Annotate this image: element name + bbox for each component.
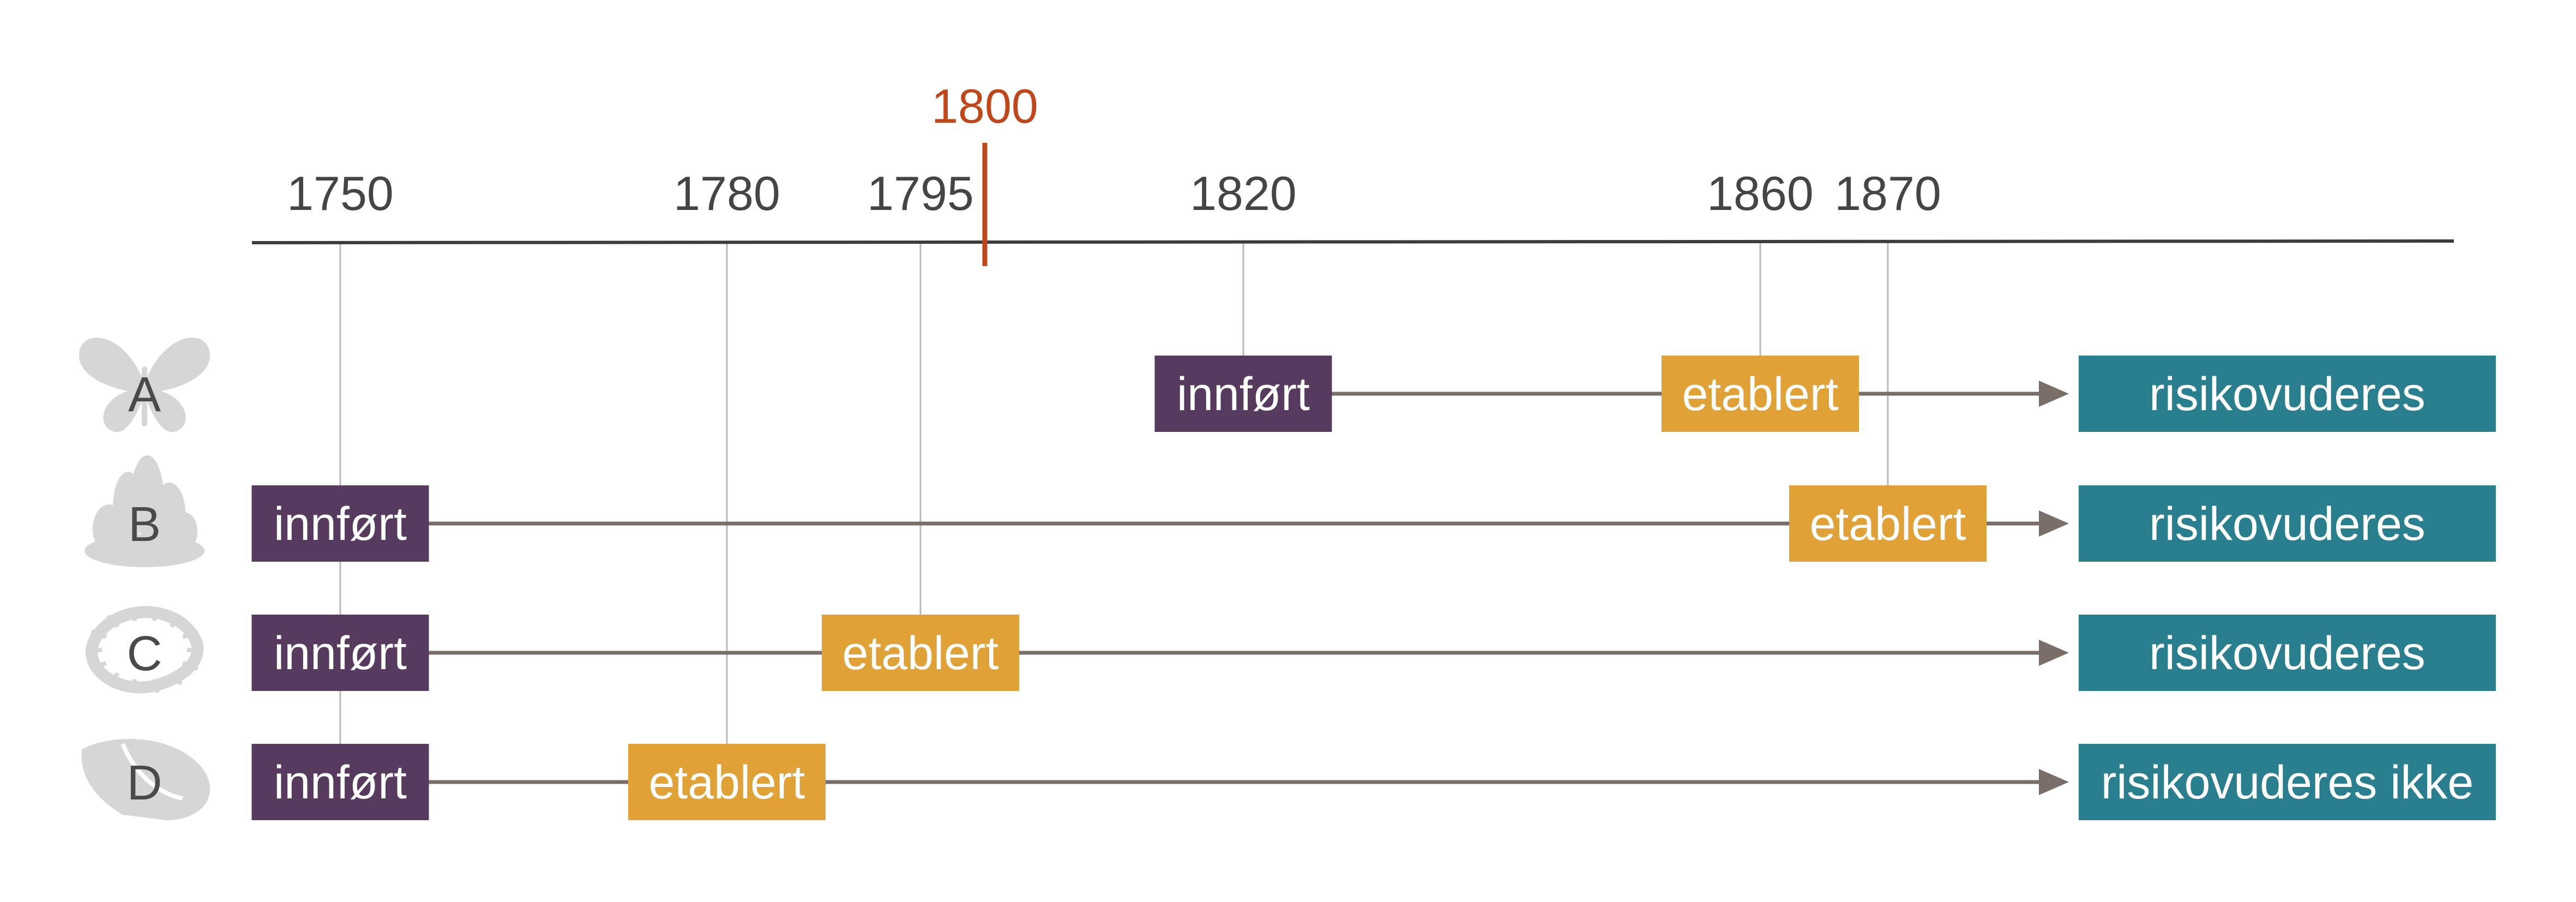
outcome-box-bg (2079, 356, 2496, 432)
row-letter: A (128, 368, 161, 422)
tick-label-1780: 1780 (673, 166, 780, 220)
outcome-box: risikovuderes (2079, 356, 2496, 432)
arrowhead (2039, 769, 2069, 795)
outcome-box: risikovuderes (2079, 615, 2496, 691)
outcome-box-bg (2079, 485, 2496, 562)
introduced-box: innført (251, 744, 429, 820)
outcome-box-bg (2079, 615, 2496, 691)
established-box: etablert (1789, 485, 1987, 562)
butterfly-icon (79, 338, 210, 432)
introduced-box-label: innført (274, 627, 407, 679)
established-box-bg (628, 744, 826, 820)
tick-label-1750: 1750 (287, 166, 394, 220)
tick-label-1795: 1795 (867, 166, 974, 220)
introduced-box-bg (251, 744, 429, 820)
established-box-label: etablert (1682, 368, 1839, 420)
tick-label-1870: 1870 (1834, 166, 1941, 220)
outcome-box-label: risikovuderes (2149, 627, 2425, 679)
established-box-bg (1789, 485, 1987, 562)
introduced-box-bg (1154, 356, 1332, 432)
introduced-box-bg (251, 485, 429, 562)
arrowhead (2039, 640, 2069, 666)
reference-year-label: 1800 (931, 79, 1038, 133)
introduced-box-bg (251, 615, 429, 691)
introduced-box: innført (251, 485, 429, 562)
coral-icon (85, 455, 204, 567)
established-box-label: etablert (1810, 498, 1966, 550)
outcome-box-label: risikovuderes (2149, 498, 2425, 550)
introduced-box-label: innført (274, 498, 407, 550)
introduced-box-label: innført (274, 756, 407, 809)
introduced-box-label: innført (1177, 368, 1310, 420)
outcome-box: risikovuderes ikke (2079, 744, 2496, 820)
row-letter: B (128, 497, 161, 552)
established-box: etablert (1662, 356, 1859, 432)
established-box: etablert (822, 615, 1019, 691)
outcome-box-label: risikovuderes ikke (2101, 756, 2473, 809)
shell-icon (81, 738, 210, 820)
tick-label-1820: 1820 (1190, 166, 1297, 220)
established-box-label: etablert (842, 627, 999, 679)
established-box: etablert (628, 744, 826, 820)
established-box-bg (822, 615, 1019, 691)
row-letter: D (127, 756, 162, 810)
outcome-box-label: risikovuderes (2149, 368, 2425, 420)
row-letter: C (127, 627, 162, 681)
introduced-box: innført (251, 615, 429, 691)
arrowhead (2039, 510, 2069, 537)
arrowhead (2039, 381, 2069, 407)
worm-icon (86, 606, 204, 694)
timeline-axis (251, 239, 2454, 244)
established-box-bg (1662, 356, 1859, 432)
tick-label-1860: 1860 (1707, 166, 1814, 220)
outcome-box-bg (2079, 744, 2496, 820)
established-box-label: etablert (649, 756, 805, 809)
introduced-box: innført (1154, 356, 1332, 432)
outcome-box: risikovuderes (2079, 485, 2496, 562)
